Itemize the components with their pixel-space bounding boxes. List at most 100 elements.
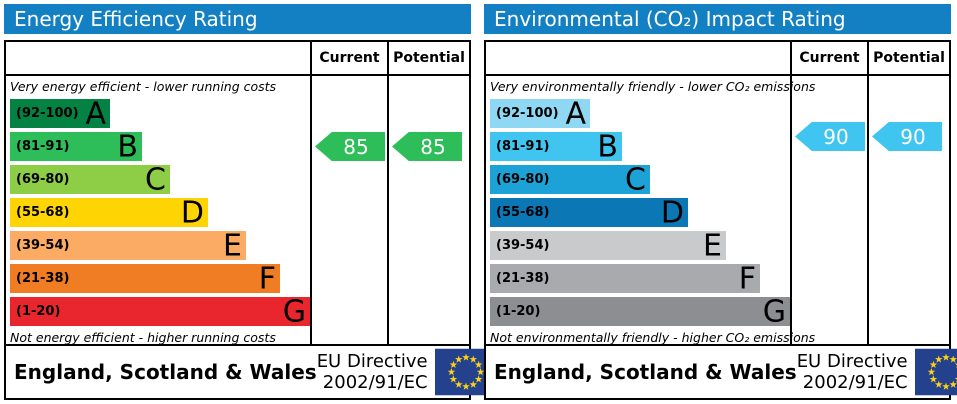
band-g: (1-20) G bbox=[10, 294, 310, 329]
band-letter: B bbox=[117, 129, 138, 164]
bottom-caption: Not energy efficient - higher running co… bbox=[10, 330, 276, 345]
column-divider bbox=[790, 42, 792, 344]
band-f: (21-38) F bbox=[490, 261, 760, 296]
band-row: (1-20) G bbox=[10, 294, 310, 329]
band-range: (81-91) bbox=[496, 139, 550, 154]
bottom-caption: Not environmentally friendly - higher CO… bbox=[490, 330, 816, 345]
band-letter: G bbox=[762, 294, 786, 329]
band-b: (81-91) B bbox=[490, 129, 622, 164]
band-row: (92-100) A bbox=[10, 96, 310, 131]
eu-directive-line2: 2002/91/EC bbox=[802, 372, 908, 393]
band-row: (21-38) F bbox=[490, 261, 790, 296]
rating-bands: (92-100) A (81-91) B (69-80) C (55-68) D (39-54)… bbox=[490, 96, 790, 329]
band-letter: F bbox=[258, 261, 276, 296]
band-range: (69-80) bbox=[496, 172, 550, 187]
band-row: (81-91) B bbox=[10, 129, 310, 164]
band-letter: D bbox=[180, 195, 204, 230]
header-spacer bbox=[486, 42, 792, 74]
band-row: (55-68) D bbox=[490, 195, 790, 230]
current-column-header: Current bbox=[319, 50, 380, 66]
eu-directive-label: EU Directive 2002/91/EC bbox=[317, 351, 428, 393]
band-row: (1-20) G bbox=[490, 294, 790, 329]
band-e: (39-54) E bbox=[10, 228, 246, 263]
eu-directive-label: EU Directive 2002/91/EC bbox=[797, 351, 908, 393]
eu-directive-line1: EU Directive bbox=[796, 351, 908, 372]
band-row: (39-54) E bbox=[10, 228, 310, 263]
environmental-rating-table: Current Potential Very environmentally f… bbox=[484, 40, 951, 346]
band-letter: A bbox=[565, 96, 586, 131]
eu-directive-line1: EU Directive bbox=[316, 351, 428, 372]
current-column-header: Current bbox=[799, 50, 860, 66]
chart-footer: England, Scotland & Wales EU Directive 2… bbox=[4, 346, 497, 400]
region-label: England, Scotland & Wales bbox=[494, 360, 797, 384]
band-row: (55-68) D bbox=[10, 195, 310, 230]
band-f: (21-38) F bbox=[10, 261, 280, 296]
band-range: (39-54) bbox=[16, 238, 70, 253]
current-rating-arrow: 85 bbox=[315, 132, 385, 161]
energy-title-bar: Energy Efficiency Rating bbox=[4, 4, 471, 34]
potential-rating-arrow: 85 bbox=[392, 132, 462, 161]
band-letter: F bbox=[738, 261, 756, 296]
band-b: (81-91) B bbox=[10, 129, 142, 164]
band-letter: E bbox=[703, 228, 722, 263]
band-range: (92-100) bbox=[16, 106, 79, 121]
band-range: (1-20) bbox=[16, 304, 61, 319]
top-caption: Very environmentally friendly - lower CO… bbox=[490, 79, 816, 94]
band-letter: E bbox=[223, 228, 242, 263]
band-letter: G bbox=[282, 294, 306, 329]
potential-rating-arrow: 90 bbox=[872, 122, 942, 151]
table-header: Current Potential bbox=[486, 42, 949, 76]
top-caption: Very energy efficient - lower running co… bbox=[10, 79, 277, 94]
band-range: (81-91) bbox=[16, 139, 70, 154]
environmental-impact-chart: Environmental (CO₂) Impact Rating Curren… bbox=[484, 4, 957, 400]
column-divider bbox=[387, 42, 389, 344]
band-range: (21-38) bbox=[16, 271, 70, 286]
band-d: (55-68) D bbox=[490, 195, 688, 230]
column-divider bbox=[867, 42, 869, 344]
chart-footer: England, Scotland & Wales EU Directive 2… bbox=[484, 346, 957, 400]
chart-title: Energy Efficiency Rating bbox=[14, 7, 258, 31]
current-rating-arrow: 90 bbox=[795, 122, 865, 151]
region-label: England, Scotland & Wales bbox=[14, 360, 317, 384]
potential-column-header: Potential bbox=[873, 50, 945, 66]
column-divider bbox=[310, 42, 312, 344]
eu-directive-line2: 2002/91/EC bbox=[322, 372, 428, 393]
potential-column-header: Potential bbox=[393, 50, 465, 66]
band-a: (92-100) A bbox=[490, 96, 590, 131]
bands-area: Very energy efficient - lower running co… bbox=[6, 76, 310, 345]
band-range: (69-80) bbox=[16, 172, 70, 187]
header-spacer bbox=[6, 42, 312, 74]
band-row: (21-38) F bbox=[10, 261, 310, 296]
band-letter: A bbox=[85, 96, 106, 131]
band-c: (69-80) C bbox=[10, 162, 170, 197]
band-a: (92-100) A bbox=[10, 96, 110, 131]
environmental-title-bar: Environmental (CO₂) Impact Rating bbox=[484, 4, 951, 34]
band-row: (81-91) B bbox=[490, 129, 790, 164]
band-e: (39-54) E bbox=[490, 228, 726, 263]
band-row: (39-54) E bbox=[490, 228, 790, 263]
eu-flag-icon bbox=[914, 348, 957, 396]
band-letter: C bbox=[625, 162, 646, 197]
energy-efficiency-chart: Energy Efficiency Rating Current Potenti… bbox=[4, 4, 497, 400]
band-range: (1-20) bbox=[496, 304, 541, 319]
band-range: (39-54) bbox=[496, 238, 550, 253]
band-letter: C bbox=[145, 162, 166, 197]
table-header: Current Potential bbox=[6, 42, 469, 76]
band-g: (1-20) G bbox=[490, 294, 790, 329]
band-row: (69-80) C bbox=[490, 162, 790, 197]
band-range: (55-68) bbox=[16, 205, 70, 220]
band-letter: B bbox=[597, 129, 618, 164]
band-c: (69-80) C bbox=[490, 162, 650, 197]
band-row: (92-100) A bbox=[490, 96, 790, 131]
band-letter: D bbox=[660, 195, 684, 230]
band-d: (55-68) D bbox=[10, 195, 208, 230]
band-range: (92-100) bbox=[496, 106, 559, 121]
band-row: (69-80) C bbox=[10, 162, 310, 197]
chart-title: Environmental (CO₂) Impact Rating bbox=[494, 7, 846, 31]
band-range: (55-68) bbox=[496, 205, 550, 220]
rating-bands: (92-100) A (81-91) B (69-80) C (55-68) D (39-54)… bbox=[10, 96, 310, 329]
bands-area: Very environmentally friendly - lower CO… bbox=[486, 76, 816, 345]
energy-rating-table: Current Potential Very energy efficient … bbox=[4, 40, 471, 346]
band-range: (21-38) bbox=[496, 271, 550, 286]
